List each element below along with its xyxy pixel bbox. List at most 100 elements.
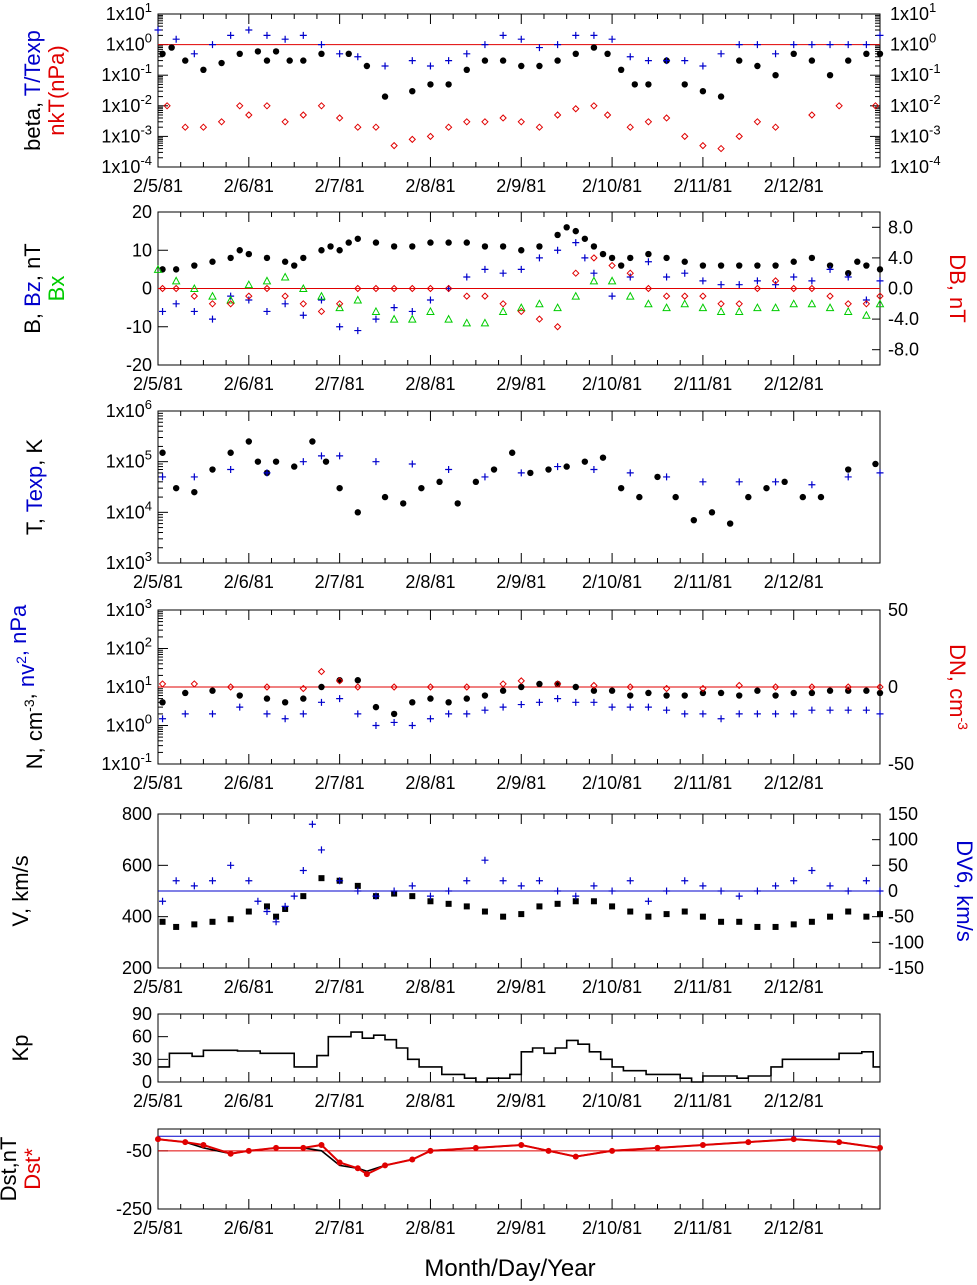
data-point bbox=[772, 50, 780, 58]
data-point bbox=[217, 118, 226, 126]
data-point bbox=[262, 276, 272, 285]
data-point bbox=[181, 710, 189, 718]
x-date-label: 2/9/81 bbox=[496, 977, 546, 997]
data-point bbox=[517, 882, 525, 890]
data-point bbox=[454, 500, 461, 507]
data-point bbox=[209, 466, 216, 473]
data-point bbox=[381, 493, 389, 501]
data-point bbox=[218, 59, 225, 67]
data-point bbox=[444, 314, 453, 323]
y-tick-label: -10 bbox=[126, 317, 152, 337]
y-tick-label: 1x102 bbox=[106, 635, 152, 659]
data-point bbox=[336, 247, 343, 254]
data-point bbox=[771, 277, 780, 285]
x-date-label: 2/5/81 bbox=[133, 374, 183, 394]
data-point bbox=[281, 715, 289, 723]
x-date-label: 2/12/81 bbox=[764, 572, 824, 592]
data-point bbox=[335, 303, 344, 312]
data-point bbox=[734, 306, 744, 315]
data-point bbox=[300, 893, 307, 900]
data-point bbox=[790, 258, 797, 265]
y-tick-label: 1x103 bbox=[106, 596, 152, 620]
data-point bbox=[518, 62, 525, 70]
data-point bbox=[299, 710, 307, 718]
data-point bbox=[603, 111, 612, 119]
y-tick-label: 600 bbox=[122, 855, 152, 875]
data-point bbox=[663, 273, 671, 281]
data-point bbox=[590, 466, 598, 474]
data-point bbox=[625, 291, 635, 300]
data-point bbox=[389, 314, 399, 323]
data-point bbox=[572, 898, 579, 905]
data-point bbox=[825, 303, 835, 312]
data-point bbox=[876, 31, 884, 39]
data-point bbox=[159, 699, 166, 706]
data-point bbox=[875, 299, 885, 308]
data-point bbox=[336, 877, 344, 885]
data-point bbox=[354, 327, 362, 335]
data-point bbox=[609, 1147, 616, 1154]
data-point bbox=[335, 300, 344, 308]
data-point bbox=[408, 460, 416, 468]
x-date-label: 2/10/81 bbox=[582, 773, 642, 793]
data-point bbox=[499, 57, 507, 64]
data-point bbox=[672, 493, 679, 501]
right-y-tick-label: 1x10-4 bbox=[890, 153, 941, 177]
data-point bbox=[226, 295, 235, 304]
data-point bbox=[604, 50, 611, 58]
data-point bbox=[382, 1162, 389, 1169]
data-point bbox=[245, 296, 253, 304]
data-point bbox=[581, 254, 589, 262]
data-point bbox=[699, 684, 707, 693]
data-point bbox=[554, 887, 562, 895]
x-date-label: 2/8/81 bbox=[405, 773, 455, 793]
data-point bbox=[826, 72, 834, 79]
data-point bbox=[771, 123, 780, 131]
data-point bbox=[862, 296, 870, 304]
y-tick-label: 1x101 bbox=[106, 673, 152, 697]
data-point bbox=[190, 473, 198, 481]
data-point bbox=[254, 897, 262, 905]
data-point bbox=[745, 1139, 752, 1146]
data-point bbox=[589, 276, 599, 285]
data-point bbox=[572, 698, 580, 706]
x-date-label: 2/5/81 bbox=[133, 977, 183, 997]
data-point bbox=[654, 1144, 661, 1151]
data-point bbox=[317, 452, 325, 460]
x-date-label: 2/6/81 bbox=[224, 1218, 274, 1238]
data-point bbox=[717, 50, 725, 58]
data-point bbox=[590, 681, 598, 690]
data-point bbox=[281, 35, 289, 43]
data-point bbox=[172, 484, 180, 492]
data-point bbox=[463, 695, 470, 702]
data-point bbox=[835, 102, 843, 110]
data-point bbox=[245, 1147, 252, 1154]
data-point bbox=[372, 722, 380, 729]
data-point bbox=[626, 269, 634, 277]
y-tick-label: 0 bbox=[142, 279, 152, 299]
data-point bbox=[644, 299, 653, 308]
x-date-label: 2/6/81 bbox=[224, 572, 274, 592]
data-point bbox=[626, 53, 634, 61]
data-point bbox=[445, 710, 453, 718]
data-point bbox=[163, 102, 171, 110]
data-point bbox=[626, 123, 634, 131]
data-point bbox=[862, 706, 870, 714]
y-tick-label: 60 bbox=[132, 1027, 152, 1047]
y-tick-label: 1x10-1 bbox=[101, 61, 152, 85]
data-point bbox=[517, 701, 525, 709]
data-point bbox=[190, 307, 198, 315]
data-point bbox=[263, 710, 271, 718]
x-date-label: 2/9/81 bbox=[496, 773, 546, 793]
data-point bbox=[226, 300, 235, 308]
data-point bbox=[254, 458, 262, 465]
data-point bbox=[499, 300, 507, 308]
data-point bbox=[799, 493, 807, 501]
series-line bbox=[158, 1031, 880, 1083]
data-point bbox=[845, 908, 852, 915]
data-point bbox=[716, 306, 726, 315]
data-point bbox=[409, 699, 416, 706]
data-point bbox=[844, 273, 852, 281]
data-point bbox=[300, 254, 307, 262]
